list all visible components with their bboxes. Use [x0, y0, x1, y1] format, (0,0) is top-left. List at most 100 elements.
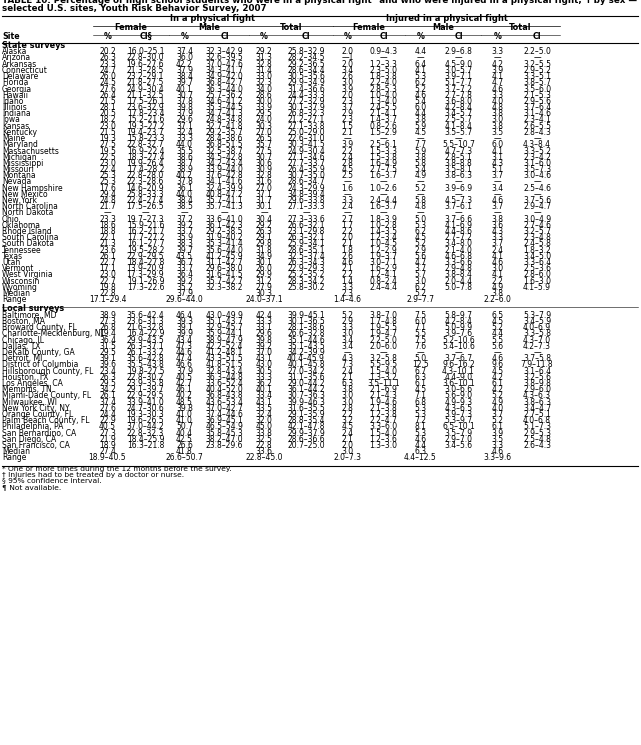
Text: 1.2–3.4: 1.2–3.4 [370, 233, 397, 242]
Text: —: — [104, 209, 112, 218]
Text: Maine: Maine [2, 134, 25, 143]
Text: 31.4: 31.4 [256, 66, 272, 75]
Text: Range: Range [2, 295, 26, 304]
Text: 28.2–34.5: 28.2–34.5 [287, 54, 325, 63]
Text: 34.1–41.6: 34.1–41.6 [206, 177, 244, 186]
Text: 3.0–4.6: 3.0–4.6 [523, 171, 551, 180]
Text: 28.4–38.6: 28.4–38.6 [206, 134, 243, 143]
Text: 27.1–33.8: 27.1–33.8 [287, 121, 325, 130]
Text: 27.1–34.6: 27.1–34.6 [287, 153, 325, 162]
Text: 3.2–5.8: 3.2–5.8 [370, 354, 397, 364]
Text: 6.0: 6.0 [492, 140, 504, 149]
Text: 4.1: 4.1 [492, 72, 503, 81]
Text: 2.1–4.3: 2.1–4.3 [370, 391, 397, 400]
Text: Wisconsin: Wisconsin [2, 276, 40, 285]
Text: 3.7–6.1: 3.7–6.1 [444, 203, 472, 212]
Text: 2.6: 2.6 [342, 72, 353, 81]
Text: 36.1–42.3: 36.1–42.3 [206, 221, 244, 230]
Text: 40.2: 40.2 [176, 171, 193, 180]
Text: 33.5: 33.5 [256, 404, 272, 413]
Text: 31.8: 31.8 [256, 246, 272, 255]
Text: 20.2: 20.2 [99, 47, 116, 57]
Text: —: — [379, 209, 387, 218]
Text: 2.9–6.8: 2.9–6.8 [445, 47, 472, 57]
Text: 3.6–10.1: 3.6–10.1 [442, 379, 475, 388]
Text: Georgia: Georgia [2, 84, 32, 94]
Text: 5.3: 5.3 [415, 221, 426, 230]
Text: 24.3–29.9: 24.3–29.9 [287, 184, 325, 193]
Text: 31.7: 31.7 [256, 196, 272, 205]
Text: %: % [181, 32, 188, 41]
Text: 4.6: 4.6 [492, 447, 504, 456]
Text: 25.8–30.2: 25.8–30.2 [287, 283, 325, 292]
Text: %: % [494, 32, 501, 41]
Text: 36.7: 36.7 [176, 258, 193, 267]
Text: 4.6: 4.6 [415, 91, 426, 100]
Text: 1.5–3.3: 1.5–3.3 [369, 147, 397, 156]
Text: Arizona: Arizona [2, 54, 31, 63]
Text: 2.5: 2.5 [342, 171, 353, 180]
Text: —: — [344, 134, 351, 143]
Text: 1.3–3.2: 1.3–3.2 [370, 372, 397, 381]
Text: Male: Male [198, 23, 220, 32]
Text: 3.3–9.6: 3.3–9.6 [483, 454, 512, 463]
Text: 36.4: 36.4 [176, 270, 193, 279]
Text: 4.6: 4.6 [492, 84, 504, 94]
Text: 15.8–23.3: 15.8–23.3 [127, 134, 164, 143]
Text: 3.3–5.8: 3.3–5.8 [523, 329, 551, 338]
Text: 32.4: 32.4 [176, 128, 193, 137]
Text: 2.2–5.0: 2.2–5.0 [370, 335, 397, 345]
Text: Female: Female [353, 23, 385, 32]
Text: 4.3–7.0: 4.3–7.0 [523, 335, 551, 345]
Text: 7.2: 7.2 [415, 416, 426, 425]
Text: —: — [454, 348, 462, 357]
Text: North Carolina: North Carolina [2, 203, 58, 212]
Text: 3.7–6.4: 3.7–6.4 [523, 103, 551, 112]
Text: 26.6: 26.6 [176, 441, 193, 450]
Text: 3.5–6.0: 3.5–6.0 [523, 84, 551, 94]
Text: Oklahoma: Oklahoma [2, 221, 41, 230]
Text: CI: CI [302, 32, 310, 41]
Text: 26.1: 26.1 [99, 391, 116, 400]
Text: Baltimore, MD: Baltimore, MD [2, 311, 56, 320]
Text: Memphis, TN: Memphis, TN [2, 385, 52, 394]
Text: 15.2–21.6: 15.2–21.6 [127, 115, 164, 124]
Text: 7.6: 7.6 [415, 342, 426, 351]
Text: —: — [494, 209, 501, 218]
Text: 5.3–9.7: 5.3–9.7 [444, 416, 472, 425]
Text: 5.6: 5.6 [415, 252, 426, 261]
Text: 38.2–47.0: 38.2–47.0 [206, 435, 244, 444]
Text: 26.8: 26.8 [99, 323, 116, 332]
Text: 3.7: 3.7 [492, 239, 504, 249]
Text: 26.8–32.3: 26.8–32.3 [287, 110, 325, 118]
Text: New Hampshire: New Hampshire [2, 184, 63, 193]
Text: 41.0: 41.0 [176, 416, 193, 425]
Text: 19.3: 19.3 [99, 134, 116, 143]
Text: 19.5: 19.5 [99, 147, 116, 156]
Text: North Dakota: North Dakota [2, 209, 53, 218]
Text: —: — [379, 177, 387, 186]
Text: 1.5–3.8: 1.5–3.8 [370, 153, 397, 162]
Text: 29.5: 29.5 [256, 110, 272, 118]
Text: 35.3–44.5: 35.3–44.5 [206, 103, 244, 112]
Text: 38.6: 38.6 [176, 153, 193, 162]
Text: 4.2–7.3: 4.2–7.3 [523, 342, 551, 351]
Text: 1.2–3.6: 1.2–3.6 [370, 435, 397, 444]
Text: 31.2: 31.2 [256, 276, 272, 285]
Text: 22.4: 22.4 [99, 165, 116, 174]
Text: 34.3–41.7: 34.3–41.7 [206, 66, 244, 75]
Text: 5.3: 5.3 [415, 404, 426, 413]
Text: 14.6–20.9: 14.6–20.9 [127, 184, 164, 193]
Text: 35.1–43.7: 35.1–43.7 [206, 317, 244, 326]
Text: 2.7–4.6: 2.7–4.6 [523, 221, 551, 230]
Text: 6.1: 6.1 [492, 422, 503, 431]
Text: 3.0: 3.0 [342, 329, 354, 338]
Text: 37.0: 37.0 [256, 348, 272, 357]
Text: 26.1: 26.1 [99, 252, 116, 261]
Text: —: — [142, 209, 149, 218]
Text: 21.1–32.5: 21.1–32.5 [127, 91, 164, 100]
Text: 44.0: 44.0 [176, 140, 193, 149]
Text: 40.1: 40.1 [256, 385, 272, 394]
Text: 32.3–38.2: 32.3–38.2 [206, 283, 243, 292]
Text: 1.0–2.8: 1.0–2.8 [370, 221, 397, 230]
